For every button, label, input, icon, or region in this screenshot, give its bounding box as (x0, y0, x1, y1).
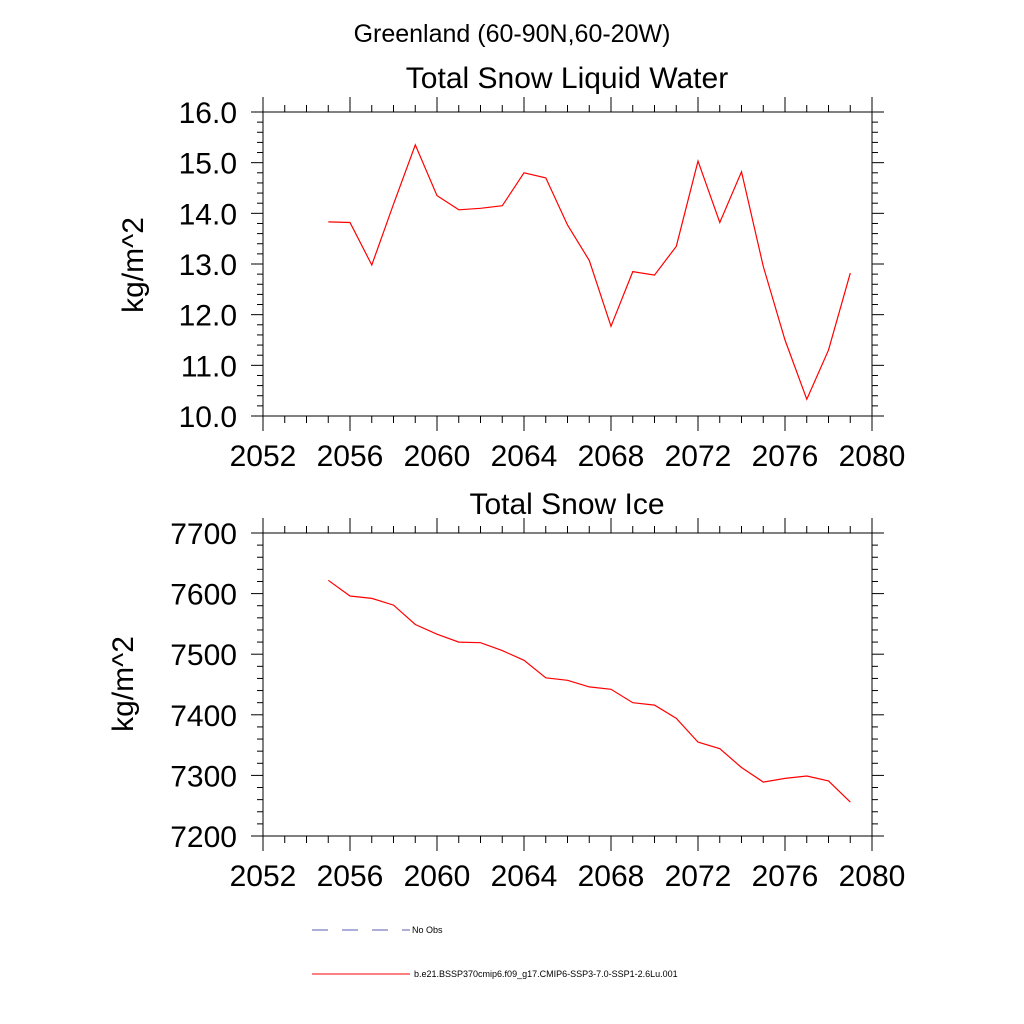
chart-title: Total Snow Ice (469, 488, 664, 521)
chart-title: Total Snow Liquid Water (406, 62, 728, 95)
y-axis-label: kg/m^2 (107, 636, 140, 732)
x-tick-label: 2080 (839, 860, 906, 893)
x-tick-label: 2060 (404, 440, 471, 473)
y-tick-label: 7700 (170, 518, 237, 551)
x-tick-label: 2056 (317, 440, 384, 473)
axis-ticks (251, 97, 884, 431)
x-tick-label: 2060 (404, 860, 471, 893)
x-tick-label: 2068 (578, 860, 645, 893)
y-tick-label: 7300 (170, 760, 237, 793)
legend-label-model: b.e21.BSSP370cmip6.f09_g17.CMIP6-SSP3-7.… (414, 969, 678, 979)
data-series (328, 143, 851, 401)
y-tick-label: 13.0 (179, 249, 237, 282)
x-tick-label: 2052 (230, 440, 297, 473)
series-line (328, 143, 851, 401)
legend-label-no-obs: No Obs (412, 925, 443, 935)
y-tick-label: 12.0 (179, 300, 237, 333)
y-tick-label: 10.0 (179, 401, 237, 434)
y-tick-label: 15.0 (179, 148, 237, 181)
panel-total-snow-liquid-water: Total Snow Liquid Water kg/m^2 2052 2056 2… (117, 62, 905, 473)
tick-labels: 2052 2056 2060 2064 2068 2072 2076 2080 7200 7300… (170, 518, 905, 893)
y-tick-label: 7600 (170, 579, 237, 612)
x-tick-label: 2072 (665, 860, 732, 893)
x-tick-label: 2068 (578, 440, 645, 473)
x-tick-label: 2064 (491, 860, 558, 893)
plot-frame (262, 111, 873, 417)
x-tick-label: 2076 (752, 860, 819, 893)
tick-labels: 2052 2056 2060 2064 2068 2072 2076 2080 10.0 11.0… (179, 97, 906, 473)
x-tick-label: 2080 (839, 440, 906, 473)
legend: No Obs b.e21.BSSP370cmip6.f09_g17.CMIP6-… (312, 925, 678, 979)
y-tick-label: 7500 (170, 639, 237, 672)
y-axis-label: kg/m^2 (117, 217, 150, 313)
x-tick-label: 2064 (491, 440, 558, 473)
x-tick-label: 2052 (230, 860, 297, 893)
y-tick-label: 7400 (170, 700, 237, 733)
plot-frame (262, 532, 873, 837)
y-tick-label: 7200 (170, 821, 237, 854)
suptitle: Greenland (60-90N,60-20W) (354, 20, 671, 48)
y-tick-label: 11.0 (181, 350, 237, 383)
axis-ticks (251, 518, 884, 851)
panel-total-snow-ice: Total Snow Ice kg/m^2 2052 2056 2060 2064 20… (107, 488, 905, 893)
y-tick-label: 14.0 (179, 198, 237, 231)
series-line (327, 579, 851, 803)
x-tick-label: 2072 (665, 440, 732, 473)
x-tick-label: 2076 (752, 440, 819, 473)
x-tick-label: 2056 (317, 860, 384, 893)
data-series (327, 579, 851, 803)
y-tick-label: 16.0 (179, 97, 237, 130)
